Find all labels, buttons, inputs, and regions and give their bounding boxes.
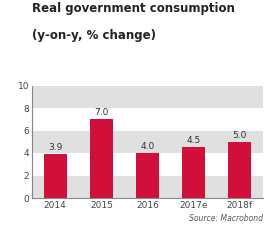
Bar bbox=[182, 147, 205, 198]
Bar bbox=[44, 154, 67, 198]
Text: 4.5: 4.5 bbox=[186, 136, 201, 145]
Text: 7.0: 7.0 bbox=[94, 108, 109, 117]
Bar bbox=[32, 130, 263, 153]
Text: Real government consumption: Real government consumption bbox=[32, 2, 235, 15]
Text: 4.0: 4.0 bbox=[140, 142, 155, 151]
Bar bbox=[136, 153, 159, 198]
Text: 3.9: 3.9 bbox=[48, 143, 62, 152]
Bar bbox=[32, 86, 263, 108]
Bar bbox=[90, 119, 113, 198]
Text: Source: Macrobond: Source: Macrobond bbox=[189, 214, 263, 223]
Bar bbox=[32, 176, 263, 198]
Bar bbox=[228, 142, 251, 198]
Text: (y-on-y, % change): (y-on-y, % change) bbox=[32, 29, 156, 42]
Text: 5.0: 5.0 bbox=[232, 131, 247, 140]
